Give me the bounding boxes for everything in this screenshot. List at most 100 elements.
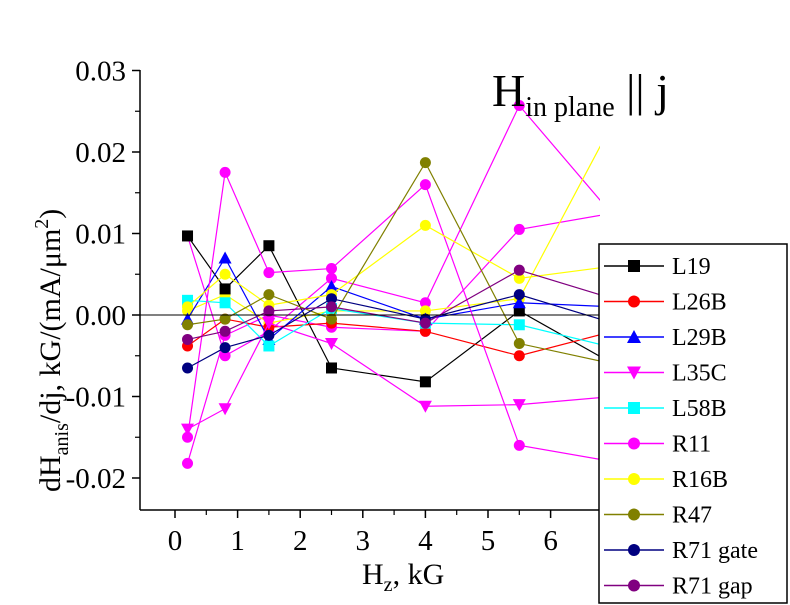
data-point: [182, 294, 194, 306]
legend-item: R71 gate: [604, 538, 758, 564]
data-point: [326, 362, 337, 374]
legend-item: L58B: [604, 396, 727, 422]
legend-marker: [628, 508, 640, 521]
plot-area: [181, 100, 619, 469]
data-point: [326, 293, 337, 305]
data-point: [419, 157, 431, 169]
data-point: [513, 272, 525, 284]
data-point: [326, 263, 337, 275]
legend-marker: [628, 437, 640, 450]
data-point: [263, 267, 275, 279]
legend-marker: [628, 579, 640, 592]
data-point: [418, 400, 432, 413]
legend-marker: [628, 260, 640, 272]
data-point: [219, 283, 231, 295]
data-point: [219, 342, 231, 354]
legend: L19 L26B L29B L35C L58B R11 R16B R47 R71 gate R71…: [598, 243, 788, 604]
legend-marker: [628, 295, 640, 308]
y-tick-label: 0.03: [75, 56, 126, 88]
data-point: [513, 223, 525, 235]
x-tick-label: 3: [356, 525, 371, 557]
y-tick-label: -0.02: [66, 463, 126, 495]
legend-item: R11: [604, 432, 711, 458]
data-point: [262, 317, 276, 330]
data-point: [182, 333, 194, 345]
legend-label: L29B: [672, 325, 727, 351]
data-point: [219, 350, 231, 362]
data-point: [263, 289, 275, 301]
series-l19: [182, 230, 600, 388]
legend-item: R16B: [604, 467, 728, 493]
legend-item: L29B: [604, 325, 727, 351]
data-point: [219, 313, 231, 325]
data-point: [419, 317, 431, 329]
series-line: [187, 235, 600, 383]
data-point: [219, 297, 231, 309]
data-point: [513, 338, 525, 350]
data-point: [182, 457, 194, 469]
annotation: Hin plane || j: [492, 65, 669, 123]
legend-item: R71 gap: [604, 574, 753, 600]
series-r71-gap: [182, 264, 600, 345]
data-point: [513, 289, 525, 301]
data-point: [263, 329, 275, 341]
data-point: [608, 210, 619, 221]
data-point: [419, 376, 431, 388]
data-point: [419, 179, 431, 191]
x-tick-label: 1: [230, 525, 245, 557]
data-point: [513, 350, 525, 362]
legend-label: R71 gate: [672, 538, 758, 564]
data-point: [326, 313, 337, 325]
legend-label: R47: [672, 503, 712, 529]
data-point: [219, 268, 231, 280]
data-point: [263, 240, 275, 252]
x-tick-label: 5: [481, 525, 496, 557]
series-line: [187, 224, 600, 308]
legend-label: L19: [672, 254, 711, 280]
data-point: [219, 166, 231, 178]
series-r71-gate: [182, 289, 600, 374]
data-point: [512, 296, 526, 309]
legend-label: R16B: [672, 467, 728, 493]
legend-marker: [627, 330, 641, 343]
data-point: [419, 297, 431, 309]
y-tick-label: 0.01: [75, 219, 126, 251]
data-point: [182, 362, 194, 374]
legend-label: R71 gap: [672, 574, 753, 600]
legend-item: L26B: [604, 290, 727, 316]
legend-label: L26B: [672, 290, 727, 316]
legend-marker: [628, 473, 640, 485]
series-l35c: [181, 317, 600, 436]
data-point: [182, 301, 194, 313]
series-line: [186, 214, 600, 464]
series-r47: [182, 157, 600, 362]
y-tick-label: 0.02: [75, 137, 126, 169]
data-point: [608, 208, 619, 219]
data-point: [218, 403, 232, 416]
data-point: [513, 439, 525, 451]
data-point: [512, 399, 526, 412]
legend-item: L19: [604, 254, 711, 280]
data-point: [326, 301, 337, 313]
x-axis-label: Hz, kG: [362, 558, 444, 596]
series-l58b: [182, 294, 600, 352]
legend-item: R47: [604, 503, 712, 529]
data-point: [513, 100, 525, 112]
axis-ticks: 0 1 2 3 4 5 6 0.03 0.02 0.01 0.00 -0.01 -0.02: [66, 56, 558, 558]
x-tick-label: 4: [418, 525, 433, 557]
legend-item: L35C: [604, 361, 727, 387]
x-tick-label: 0: [168, 525, 183, 557]
legend-marker: [628, 402, 640, 414]
x-tick-label: 2: [293, 525, 308, 557]
data-point: [513, 319, 525, 331]
data-point: [181, 423, 195, 436]
series-r11: [182, 166, 600, 461]
y-tick-label: -0.01: [66, 382, 126, 414]
legend-marker: [628, 544, 640, 556]
data-point: [419, 305, 431, 317]
data-point: [513, 305, 525, 317]
y-tick-label: 0.00: [75, 300, 126, 332]
data-point: [419, 219, 431, 231]
data-point: [219, 325, 231, 337]
